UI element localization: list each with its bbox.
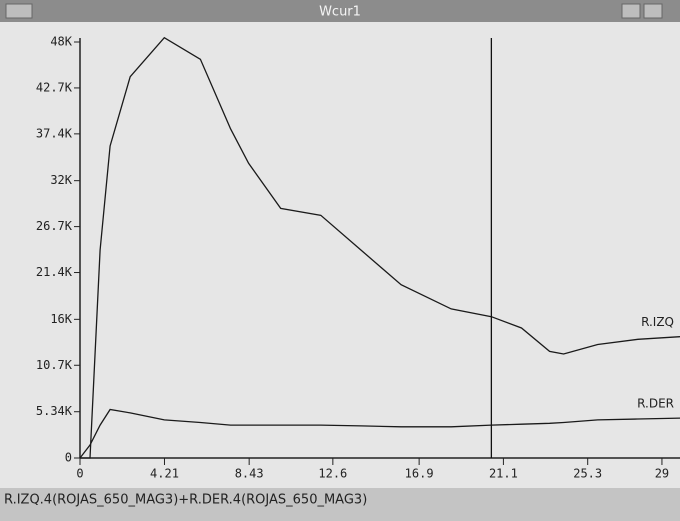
y-tick-label: 32K — [50, 173, 72, 187]
system-menu[interactable] — [6, 4, 32, 18]
window-title: Wcur1 — [319, 5, 361, 20]
x-tick-label: 21.1 — [489, 467, 518, 481]
x-tick-label: 4.21 — [150, 467, 179, 481]
x-tick-label: 25.3 — [573, 467, 602, 481]
status-text: R.IZQ.4(ROJAS_650_MAG3)+R.DER.4(ROJAS_65… — [4, 493, 367, 508]
x-tick-label: 0 — [76, 467, 83, 481]
y-tick-label: 26.7K — [36, 219, 73, 233]
y-tick-label: 21.4K — [36, 265, 73, 279]
y-tick-label: 5.34K — [36, 404, 73, 418]
y-tick-label: 42.7K — [36, 80, 73, 94]
x-tick-label: 8.43 — [235, 467, 264, 481]
maximize-button[interactable] — [644, 4, 662, 18]
series-label: R.DER — [637, 397, 674, 411]
window: Wcur1 R.IZQ.4(ROJAS_650_MAG3)+R.DER.4(RO… — [0, 0, 680, 521]
y-tick-label: 48K — [50, 35, 72, 49]
y-tick-label: 0 — [65, 451, 72, 465]
y-tick-label: 16K — [50, 312, 72, 326]
x-tick-label: 16.9 — [405, 467, 434, 481]
y-tick-label: 10.7K — [36, 358, 73, 372]
series-label: R.IZQ — [641, 315, 674, 329]
x-tick-label: 29 — [655, 467, 669, 481]
y-tick-label: 37.4K — [36, 126, 73, 140]
x-tick-label: 12.6 — [318, 467, 347, 481]
plot-background — [0, 22, 680, 488]
minimize-button[interactable] — [622, 4, 640, 18]
